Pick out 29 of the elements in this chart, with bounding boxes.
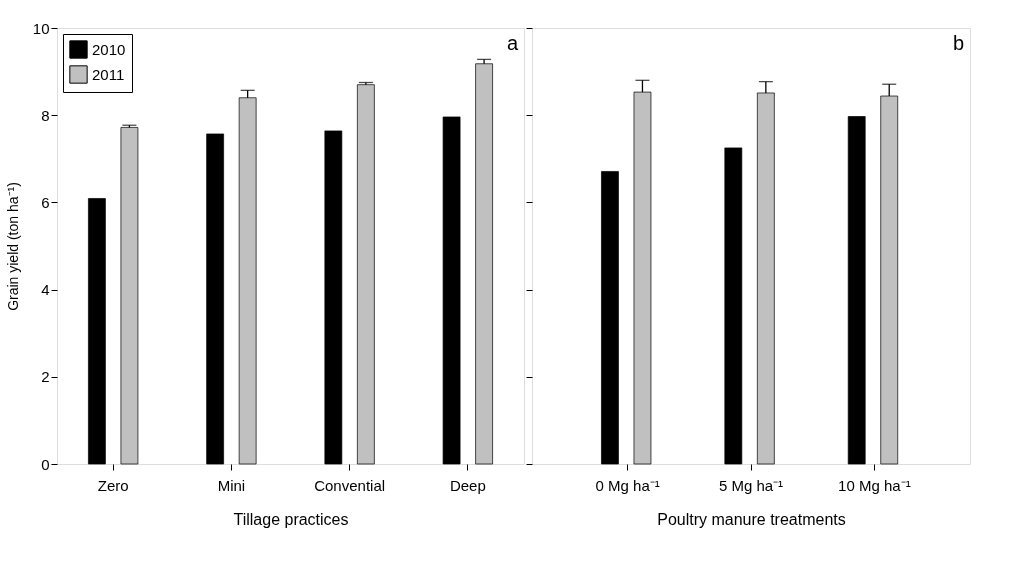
bar bbox=[601, 171, 619, 465]
bar bbox=[847, 116, 866, 465]
y-tick-label: 6 bbox=[41, 193, 50, 211]
annotation: a bbox=[506, 32, 519, 54]
bar bbox=[324, 130, 343, 465]
bar bbox=[120, 127, 139, 465]
bar bbox=[357, 84, 375, 465]
y-tick-label: 8 bbox=[41, 106, 50, 124]
x-tick-label: Deep bbox=[449, 476, 486, 494]
legend-label: 2010 bbox=[92, 40, 126, 58]
x-tick-label: Mini bbox=[217, 476, 246, 494]
bar bbox=[88, 198, 106, 465]
bar bbox=[724, 147, 743, 465]
x-tick-label: Zero bbox=[97, 476, 129, 494]
x-tick-label: 5 Mg ha⁻¹ bbox=[718, 476, 784, 494]
x-axis-title: Tillage practices bbox=[233, 510, 349, 528]
x-axis-title: Poultry manure treatments bbox=[657, 510, 846, 528]
y-tick-label: 0 bbox=[41, 455, 50, 473]
y-tick-label: 4 bbox=[41, 281, 50, 299]
bar bbox=[206, 133, 224, 465]
x-tick-label: 0 Mg ha⁻¹ bbox=[595, 476, 660, 494]
x-tick-label: 10 Mg ha⁻¹ bbox=[838, 476, 911, 494]
x-tick-label: Convential bbox=[314, 476, 386, 494]
y-tick-label: 2 bbox=[41, 368, 50, 386]
y-axis-title: Grain yield (ton ha⁻¹) bbox=[4, 182, 21, 311]
annotation: b bbox=[952, 32, 964, 54]
bar bbox=[442, 116, 461, 465]
y-tick-label: 10 bbox=[32, 19, 50, 37]
legend-label: 2011 bbox=[92, 65, 125, 83]
